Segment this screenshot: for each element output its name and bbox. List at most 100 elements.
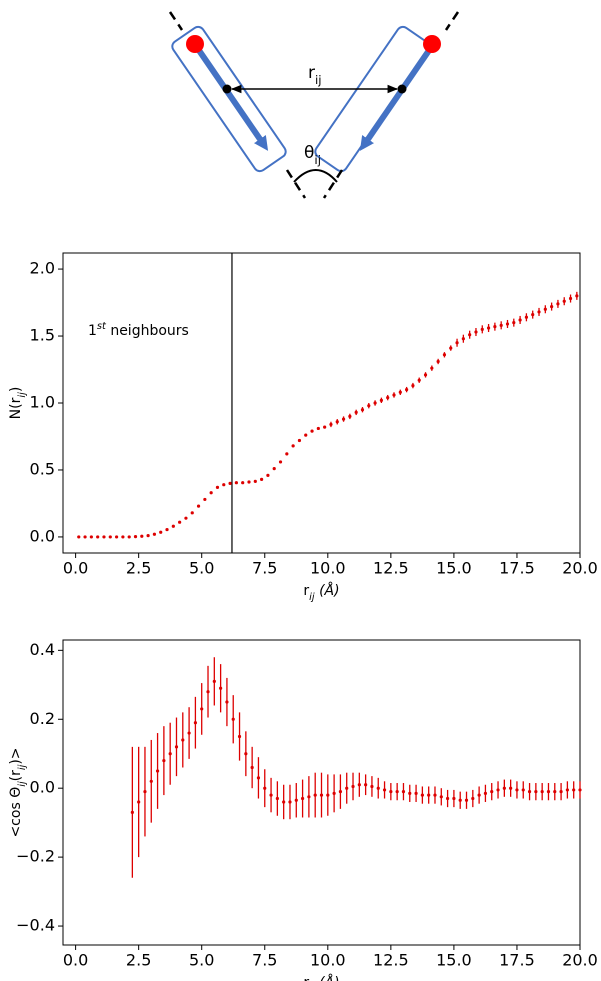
- label-part: st: [97, 321, 107, 332]
- data-point: [137, 800, 141, 804]
- data-point: [193, 721, 198, 725]
- data-point: [102, 535, 106, 539]
- x-tick-label: 20.0: [562, 559, 598, 578]
- label-part: N(r: [8, 397, 24, 419]
- data-point: [313, 793, 317, 797]
- data-point: [310, 429, 314, 433]
- data-point: [458, 798, 462, 802]
- data-point: [323, 425, 327, 429]
- data-point: [474, 330, 478, 334]
- label-part: r: [303, 583, 309, 599]
- data-point: [414, 791, 418, 795]
- data-point: [338, 790, 343, 794]
- left-head: [186, 35, 204, 53]
- label-part: <cos Θ: [8, 787, 24, 838]
- data-point: [553, 790, 557, 794]
- y-tick-label: −0.2: [16, 847, 55, 866]
- data-point: [417, 378, 421, 382]
- x-tick-label: 10.0: [310, 559, 346, 578]
- data-point: [159, 530, 163, 534]
- data-point: [133, 535, 138, 539]
- data-point: [367, 404, 371, 408]
- data-point: [316, 426, 320, 431]
- data-point: [464, 798, 469, 802]
- data-point: [556, 302, 560, 306]
- data-point: [405, 388, 409, 392]
- data-point: [278, 460, 283, 464]
- data-point: [540, 790, 544, 794]
- data-point: [165, 527, 169, 532]
- data-point: [357, 783, 361, 787]
- data-point: [502, 786, 506, 790]
- label-part: (Å): [315, 582, 340, 599]
- distance-label: rij: [308, 63, 322, 87]
- data-point: [379, 398, 383, 402]
- x-tick-label: 2.5: [126, 951, 151, 970]
- data-point: [297, 438, 302, 443]
- data-point: [486, 326, 491, 330]
- data-point: [127, 535, 131, 539]
- x-tick-label: 7.5: [252, 559, 277, 578]
- data-point: [203, 497, 207, 502]
- x-axis-label: rij (Å): [303, 974, 339, 981]
- x-tick-label: 20.0: [562, 951, 598, 970]
- data-point: [190, 511, 194, 515]
- data-point: [130, 810, 134, 814]
- data-point: [247, 480, 251, 484]
- axis-extensions: [168, 11, 460, 199]
- data-point: [468, 333, 472, 337]
- data-point: [307, 795, 311, 799]
- label-part: )>: [8, 747, 24, 764]
- data-point: [578, 788, 582, 792]
- data-point: [452, 796, 456, 801]
- y-tick-label: 0.2: [30, 709, 55, 728]
- data-point: [275, 796, 279, 801]
- x-tick-label: 15.0: [436, 559, 472, 578]
- data-point: [266, 473, 270, 477]
- data-point: [386, 396, 390, 400]
- right-arrow: [359, 44, 435, 151]
- data-point: [256, 776, 261, 780]
- x-tick-label: 10.0: [310, 951, 346, 970]
- data-point: [253, 479, 257, 483]
- data-point: [294, 798, 298, 802]
- data-point: [83, 535, 87, 539]
- angle-arc: [293, 169, 338, 183]
- data-point: [430, 366, 434, 370]
- y-tick-label: 0.0: [30, 778, 55, 797]
- data-point: [89, 535, 93, 539]
- diagram: rij θij: [168, 11, 460, 199]
- data-point: [209, 491, 213, 495]
- data-point: [181, 738, 185, 742]
- data-point: [335, 420, 339, 424]
- data-point: [493, 325, 497, 329]
- x-tick-label: 7.5: [252, 951, 277, 970]
- data-point: [408, 791, 412, 795]
- x-tick-label: 2.5: [126, 559, 151, 578]
- data-point: [326, 793, 330, 797]
- data-point: [496, 788, 500, 792]
- data-point: [319, 793, 324, 797]
- label-part: r: [303, 975, 309, 981]
- data-point: [420, 793, 424, 797]
- data-point: [304, 433, 308, 437]
- data-point: [162, 759, 166, 763]
- x-tick-label: 17.5: [499, 559, 535, 578]
- data-point: [373, 401, 377, 405]
- data-point: [351, 784, 355, 789]
- data-point: [395, 790, 399, 794]
- data-point: [348, 414, 352, 418]
- data-point: [146, 533, 150, 538]
- data-point: [178, 520, 182, 524]
- data-point: [96, 535, 100, 539]
- left-center: [222, 84, 232, 94]
- data-point: [449, 346, 453, 350]
- x-tick-label: 5.0: [189, 559, 214, 578]
- x-tick-label: 17.5: [499, 951, 535, 970]
- data-point: [565, 788, 569, 792]
- data-point: [212, 679, 216, 683]
- data-point: [237, 734, 242, 739]
- x-tick-label: 0.0: [63, 559, 88, 578]
- data-point: [152, 532, 157, 536]
